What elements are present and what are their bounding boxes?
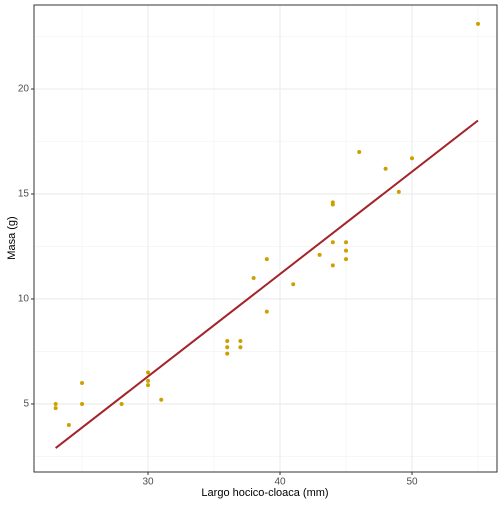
point (344, 248, 349, 253)
x-tick-label: 50 (406, 477, 418, 488)
point (119, 401, 124, 406)
point (357, 149, 362, 154)
point (317, 252, 322, 257)
point (344, 240, 349, 245)
point (330, 263, 335, 268)
point (410, 156, 415, 161)
point (159, 397, 164, 402)
fit-line (55, 119, 479, 449)
point (238, 338, 243, 343)
point (53, 406, 58, 411)
x-tick-label: 40 (274, 477, 286, 488)
point (251, 275, 256, 280)
x-tick-label: 30 (142, 477, 154, 488)
x-axis-label: Largo hocico-cloaca (mm) (201, 487, 328, 499)
point (80, 401, 85, 406)
point (396, 189, 401, 194)
panel-border (33, 4, 498, 473)
point (264, 257, 269, 262)
point (66, 422, 71, 427)
point (344, 257, 349, 262)
point (330, 240, 335, 245)
point (264, 309, 269, 314)
y-axis-label: Masa (g) (6, 216, 18, 259)
point (383, 166, 388, 171)
point (330, 202, 335, 207)
point (225, 351, 230, 356)
point (475, 21, 480, 26)
point (238, 345, 243, 350)
y-tick-label: 10 (18, 294, 30, 305)
point (146, 383, 151, 388)
point (146, 378, 151, 383)
y-tick-label: 20 (18, 84, 30, 95)
y-tick-label: 15 (18, 189, 30, 200)
point (53, 401, 58, 406)
point (80, 380, 85, 385)
point (291, 282, 296, 287)
y-tick-label: 5 (23, 399, 29, 410)
point (225, 345, 230, 350)
point (146, 370, 151, 375)
point (225, 338, 230, 343)
